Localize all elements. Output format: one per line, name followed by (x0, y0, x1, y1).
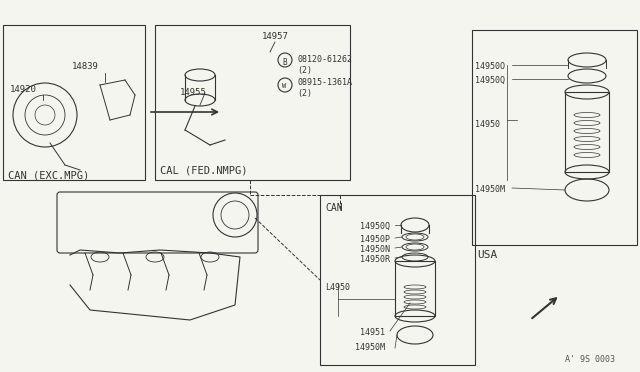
Bar (472, 30, 637, 245)
Text: 14950P: 14950P (360, 235, 390, 244)
Text: 14950Q: 14950Q (360, 222, 390, 231)
Bar (395, 261, 435, 316)
Text: 14950Q: 14950Q (475, 76, 505, 85)
Text: USA: USA (477, 250, 497, 260)
Text: CAN (EXC.MPG): CAN (EXC.MPG) (8, 170, 89, 180)
Text: 14950O: 14950O (475, 62, 505, 71)
Text: 14957: 14957 (262, 32, 289, 41)
Text: W: W (282, 83, 286, 89)
Text: CAL (FED.NMPG): CAL (FED.NMPG) (160, 165, 248, 175)
Text: 14920: 14920 (10, 85, 37, 94)
Text: (2): (2) (297, 89, 312, 98)
Bar (320, 195, 475, 365)
Text: L4950: L4950 (325, 283, 350, 292)
Text: 08915-1361A: 08915-1361A (297, 78, 352, 87)
Text: 08120-61262: 08120-61262 (297, 55, 352, 64)
Text: 14950M: 14950M (355, 343, 385, 352)
Bar (3, 25, 145, 180)
Text: (2): (2) (297, 66, 312, 75)
Text: 14950M: 14950M (475, 185, 505, 194)
Text: CAN: CAN (325, 203, 342, 213)
Text: 14950R: 14950R (360, 255, 390, 264)
Text: 14950: 14950 (475, 120, 500, 129)
Text: 14955: 14955 (180, 88, 207, 97)
Text: A' 9S 0003: A' 9S 0003 (565, 355, 615, 364)
Bar (565, 92, 609, 172)
Bar (155, 25, 350, 180)
Text: 14950N: 14950N (360, 245, 390, 254)
Text: 14951: 14951 (360, 328, 385, 337)
Text: 14839: 14839 (72, 62, 99, 71)
Text: B: B (282, 58, 287, 67)
